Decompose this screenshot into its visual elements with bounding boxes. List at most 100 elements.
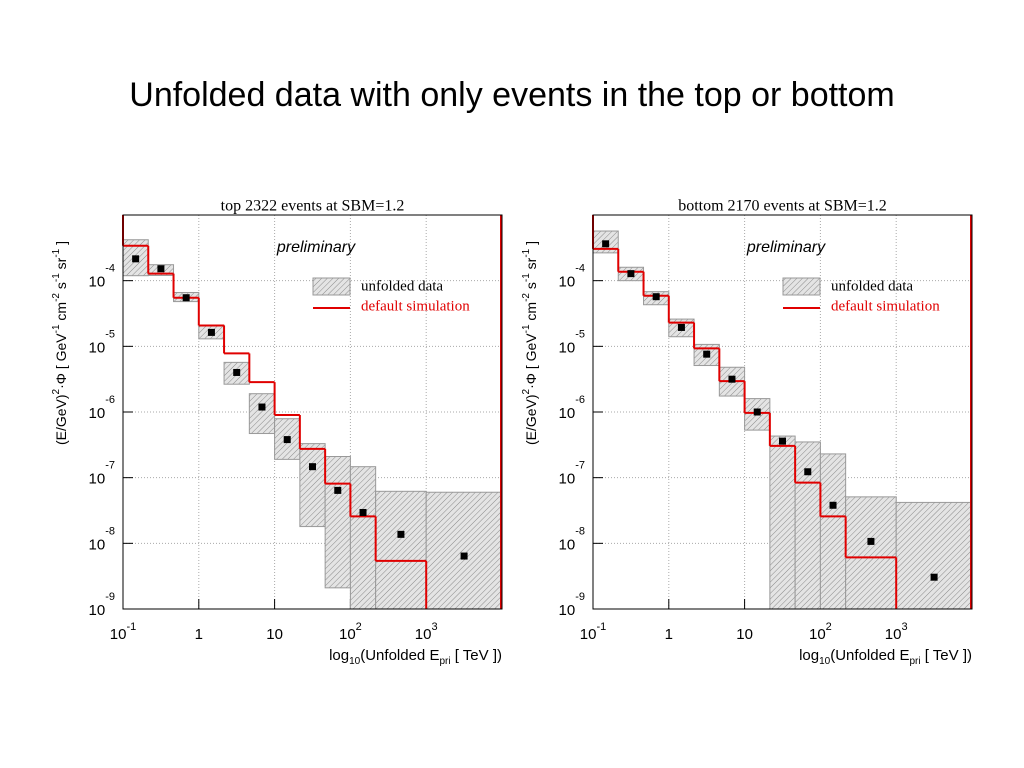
legend-label: default simulation	[831, 298, 940, 314]
label-part: log	[329, 647, 349, 664]
error-box	[324, 456, 351, 589]
y-tick-label: 10-5	[559, 328, 585, 356]
legend-label: default simulation	[361, 298, 470, 314]
error-box	[349, 466, 377, 610]
x-tick-label: 10	[736, 626, 753, 643]
label-part: [ TeV ])	[921, 647, 972, 664]
data-marker	[397, 530, 405, 538]
data-marker	[460, 552, 468, 560]
x-tick-label: 10-1	[580, 621, 606, 643]
label-part: cm	[53, 302, 69, 325]
data-marker	[930, 573, 938, 581]
y-tick-label: 10-9	[559, 591, 585, 619]
tick-exponent: -6	[575, 394, 585, 406]
data-marker	[308, 463, 316, 471]
tick-exponent: -5	[105, 328, 115, 340]
tick-base: 10	[559, 274, 576, 291]
tick-base: 10	[809, 626, 826, 643]
tick-base: 10	[110, 626, 127, 643]
x-tick-label: 103	[885, 621, 908, 643]
error-box	[819, 453, 847, 610]
label-part: 10	[819, 656, 831, 667]
y-tick-label: 10-5	[89, 328, 115, 356]
data-marker	[258, 403, 266, 411]
tick-exponent: -5	[575, 328, 585, 340]
tick-exponent: -4	[105, 263, 115, 275]
annotation: preliminary	[746, 239, 826, 256]
slide-title: Unfolded data with only events in the to…	[129, 76, 894, 114]
tick-exponent: -7	[575, 460, 585, 472]
data-marker	[867, 537, 875, 545]
y-tick-label: 10-4	[89, 263, 115, 291]
label-part: s	[523, 282, 539, 293]
data-marker	[233, 368, 241, 376]
data-marker	[652, 293, 660, 301]
x-tick-label: 1	[665, 626, 673, 643]
y-tick-label: 10-8	[559, 525, 585, 553]
data-marker	[627, 270, 635, 278]
data-marker	[677, 323, 685, 331]
x-tick-label: 102	[809, 621, 832, 643]
chart-title: top 2322 events at SBM=1.2	[221, 198, 405, 215]
label-part: (E/GeV)	[53, 394, 69, 445]
tick-exponent: 3	[901, 621, 907, 633]
plot-frame	[592, 214, 973, 610]
tick-base: 10	[885, 626, 902, 643]
tick-base: 10	[339, 626, 356, 643]
plot-frame	[122, 214, 503, 610]
error-box	[425, 491, 503, 610]
tick-exponent: -8	[105, 525, 115, 537]
label-part: ]	[53, 241, 69, 249]
tick-exponent: -1	[126, 621, 136, 633]
tick-exponent: -1	[596, 621, 606, 633]
x-tick-label: 103	[415, 621, 438, 643]
x-tick-label: 1	[195, 626, 203, 643]
x-tick-label: 10	[266, 626, 283, 643]
label-part: 2	[51, 388, 62, 394]
tick-exponent: 2	[356, 621, 362, 633]
tick-base: 10	[559, 602, 576, 619]
tick-base: 10	[89, 339, 106, 356]
tick-exponent: -9	[105, 591, 115, 603]
y-axis-label: (E/GeV)2·Φ [ GeV-1 cm-2 s-1 sr-1 ]	[51, 241, 69, 445]
error-box	[248, 393, 276, 435]
tick-base: 10	[89, 274, 106, 291]
data-marker	[157, 265, 165, 273]
label-part: (Unfolded E	[360, 647, 439, 664]
data-marker	[334, 486, 342, 494]
y-tick-label: 10-4	[559, 263, 585, 291]
tick-exponent: -8	[575, 525, 585, 537]
x-axis-label: log10(Unfolded Epri [ TeV ])	[329, 647, 502, 667]
legend-swatch	[312, 277, 351, 296]
label-part: ·Φ [ GeV	[53, 333, 69, 389]
tick-base: 10	[559, 536, 576, 553]
y-tick-label: 10-9	[89, 591, 115, 619]
data-marker	[182, 294, 190, 302]
tick-base: 10	[89, 602, 106, 619]
label-part: s	[53, 282, 69, 293]
y-tick-label: 10-8	[89, 525, 115, 553]
data-marker	[778, 437, 786, 445]
tick-exponent: 3	[431, 621, 437, 633]
label-part: -1	[51, 324, 62, 333]
x-tick-label: 10-1	[110, 621, 136, 643]
y-tick-label: 10-7	[89, 460, 115, 488]
data-marker	[132, 255, 140, 263]
data-marker	[703, 350, 711, 358]
data-marker	[804, 468, 812, 476]
label-part: -2	[51, 293, 62, 302]
tick-base: 10	[559, 405, 576, 422]
error-box	[299, 443, 326, 528]
data-marker	[207, 328, 215, 336]
tick-base: 10	[580, 626, 597, 643]
label-part: sr	[53, 257, 69, 273]
data-marker	[829, 501, 837, 509]
error-box	[794, 441, 821, 610]
label-part: pri	[439, 656, 450, 667]
data-marker	[753, 408, 761, 416]
error-box	[895, 501, 973, 610]
tick-base: 10	[89, 536, 106, 553]
error-box	[845, 496, 897, 610]
legend-label: unfolded data	[831, 278, 913, 294]
